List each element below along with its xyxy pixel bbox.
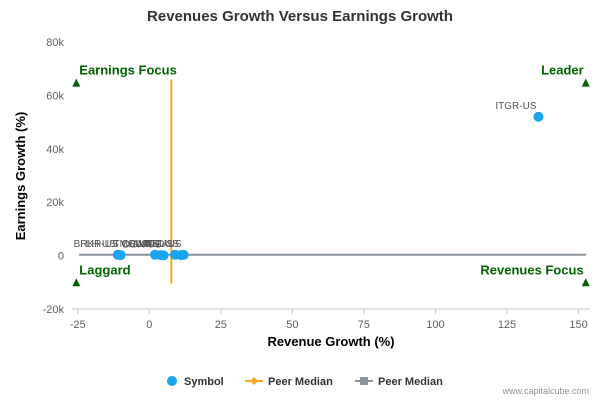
- data-point-label: WAT-US: [135, 239, 173, 250]
- quadrant-revenues-focus: Revenues Focus: [480, 262, 583, 277]
- y-tick-label: 60k: [46, 90, 64, 102]
- chart-title: Revenues Growth Versus Earnings Growth: [147, 8, 453, 25]
- credit-text: www.capitalcube.com: [501, 386, 589, 396]
- legend-symbol-marker: [167, 376, 177, 386]
- data-point-label: CRL-US: [121, 239, 159, 250]
- plot-area: -25 0 25 50 75 100 125 150 -20k 0 20k 40k 60k 80k Earn…: [43, 37, 590, 331]
- x-tick-label: 150: [569, 319, 587, 331]
- quadrant-earnings-focus: Earnings Focus: [79, 63, 177, 78]
- revenues-focus-marker: [581, 278, 590, 287]
- x-axis-title: Revenue Growth (%): [267, 334, 394, 349]
- data-point: [115, 250, 126, 261]
- x-tick-label: 25: [215, 319, 227, 331]
- data-point-label: ITGR-US: [495, 101, 536, 112]
- data-point: [158, 250, 169, 261]
- data-point-label: TMO-US: [114, 239, 154, 250]
- y-axis-title: Earnings Growth (%): [13, 112, 28, 241]
- y-tick-label: -20k: [43, 304, 65, 316]
- data-point-label: DGX-US: [123, 239, 162, 250]
- legend-peer-median-y-label: Peer Median: [378, 376, 443, 388]
- x-tick-label: 0: [146, 319, 152, 331]
- legend-peer-median-x-marker: [250, 377, 258, 385]
- data-point: [533, 111, 544, 122]
- legend-symbol-label: Symbol: [184, 376, 224, 388]
- legend-peer-median-x-label: Peer Median: [268, 376, 333, 388]
- x-tick-label: 75: [358, 319, 370, 331]
- laggard-marker: [72, 278, 81, 287]
- data-point-label: MTD-US: [143, 239, 182, 250]
- y-tick-label: 0: [58, 251, 64, 263]
- quadrant-laggard: Laggard: [79, 262, 130, 277]
- legend: Symbol Peer Median Peer Median: [167, 376, 443, 388]
- x-tick-label: 125: [498, 319, 516, 331]
- x-tick-label: -25: [70, 319, 86, 331]
- quadrant-leader: Leader: [541, 63, 584, 78]
- y-tick-label: 20k: [46, 197, 64, 209]
- y-tick-label: 80k: [46, 37, 64, 49]
- data-point: [178, 249, 189, 260]
- x-tick-label: 100: [426, 319, 444, 331]
- data-point-label: LH-US: [86, 239, 116, 250]
- leader-marker: [581, 78, 590, 87]
- y-tick-label: 40k: [46, 144, 64, 156]
- x-tick-label: 50: [286, 319, 298, 331]
- legend-peer-median-y-marker: [360, 377, 368, 385]
- data-point-label: PKI-US: [145, 239, 179, 250]
- earnings-focus-marker: [72, 78, 81, 87]
- data-point-label: BRKR-US: [74, 239, 119, 250]
